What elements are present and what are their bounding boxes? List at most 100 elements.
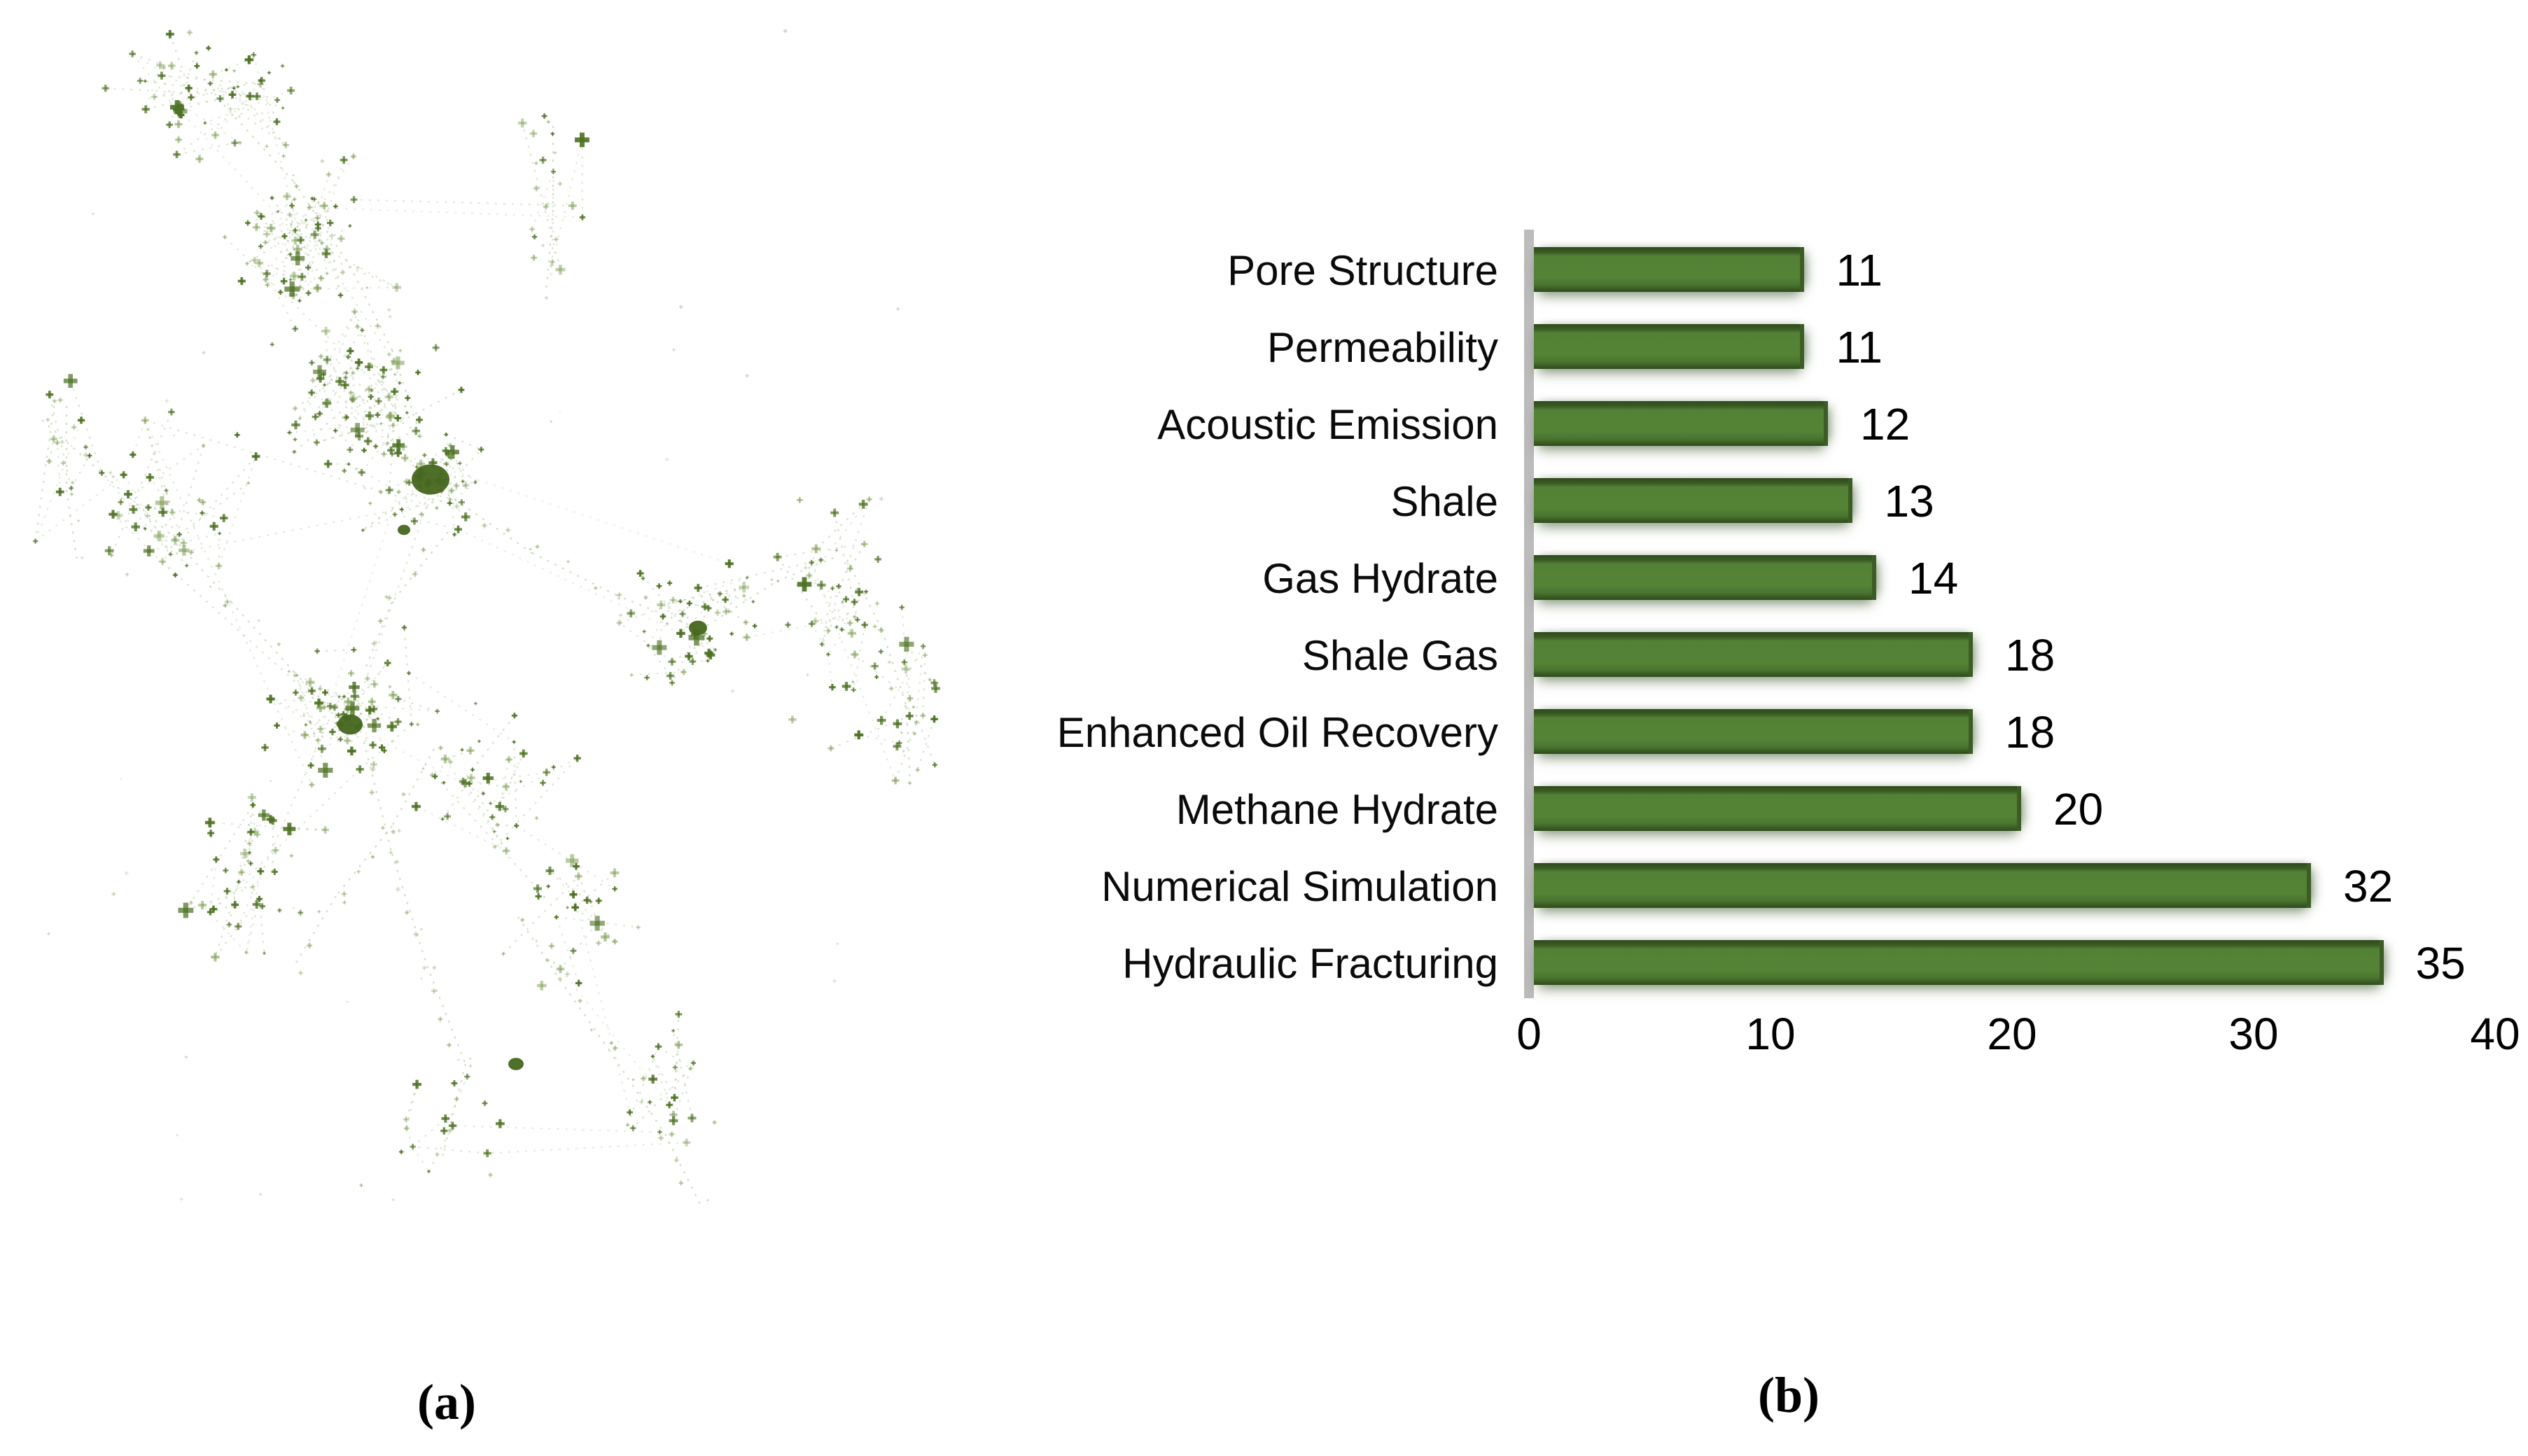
- network-node: [618, 620, 621, 626]
- network-node: [541, 244, 545, 246]
- network-node: [315, 739, 321, 741]
- x-tick-label: 0: [1516, 1009, 1542, 1059]
- network-node: [85, 452, 87, 458]
- network-node: [808, 572, 811, 579]
- network-node: [224, 234, 226, 239]
- network-node: [258, 619, 260, 622]
- network-node: [209, 80, 211, 86]
- network-node: [164, 524, 167, 526]
- network-node: [310, 687, 314, 695]
- network-edge: [132, 52, 284, 109]
- network-node: [335, 204, 337, 209]
- network-node: [254, 833, 260, 836]
- network-node: [438, 747, 443, 749]
- network-node: [258, 895, 260, 902]
- network-node: [415, 1079, 419, 1089]
- network-node: [683, 668, 685, 676]
- network-node: [147, 545, 151, 556]
- network-node: [554, 151, 556, 155]
- network-node: [708, 635, 711, 642]
- network-node: [460, 386, 463, 393]
- network-node: [276, 722, 278, 729]
- network-node: [461, 748, 463, 752]
- network-node: [533, 234, 536, 240]
- network-node: [251, 259, 258, 262]
- network-edge: [305, 724, 375, 736]
- network-node: [71, 482, 75, 484]
- network-node: [261, 903, 264, 909]
- network-node: [508, 756, 510, 763]
- network-node: [295, 184, 298, 189]
- network-edge: [405, 1084, 418, 1120]
- network-node: [299, 284, 301, 290]
- network-node: [616, 622, 622, 624]
- network-node: [545, 959, 550, 961]
- network-node: [282, 106, 284, 110]
- network-edge: [383, 382, 400, 454]
- network-node: [535, 161, 537, 165]
- network-node: [832, 586, 834, 591]
- network-node: [679, 599, 681, 603]
- network-node: [127, 490, 130, 499]
- network-node: [253, 256, 256, 264]
- network-node: [371, 741, 375, 749]
- network-node: [401, 793, 406, 795]
- network-node: [294, 420, 298, 430]
- network-node: [57, 399, 63, 401]
- network-node: [714, 648, 716, 652]
- network-node: [317, 201, 319, 204]
- network-node: [664, 458, 669, 461]
- network-node: [312, 377, 314, 384]
- network-edge: [354, 199, 573, 206]
- category-label: Shale: [1390, 478, 1498, 525]
- network-node: [295, 251, 300, 266]
- network-node: [396, 718, 400, 726]
- network-node: [328, 172, 330, 178]
- network-node: [172, 538, 178, 540]
- network-node: [373, 680, 376, 688]
- network-node: [340, 271, 346, 274]
- network-node: [685, 1138, 688, 1147]
- network-node: [649, 1100, 651, 1105]
- network-node: [719, 591, 721, 596]
- network-node: [48, 391, 51, 399]
- network-node: [144, 416, 146, 424]
- network-node: [880, 649, 882, 654]
- network-node: [534, 162, 538, 164]
- network-node: [365, 678, 370, 680]
- network-node: [868, 496, 870, 503]
- x-tick-label: 10: [1745, 1009, 1796, 1059]
- network-edge: [331, 696, 340, 732]
- network-node: [214, 953, 217, 962]
- network-edge: [909, 698, 936, 766]
- network-node: [431, 458, 435, 468]
- network-node: [492, 846, 497, 848]
- network-node: [535, 545, 540, 548]
- network-node: [179, 531, 181, 538]
- network-node: [321, 241, 323, 246]
- network-edge: [445, 758, 508, 852]
- category-label: Gas Hydrate: [1262, 555, 1498, 602]
- network-node: [631, 1125, 634, 1131]
- network-node: [279, 289, 281, 295]
- network-node: [198, 155, 201, 163]
- network-node: [292, 907, 295, 909]
- network-edge: [104, 475, 169, 533]
- network-edge: [808, 575, 853, 634]
- network-node: [302, 715, 306, 717]
- network-node: [277, 210, 279, 214]
- network-node: [575, 755, 579, 762]
- network-edge: [321, 225, 351, 244]
- network-node: [144, 105, 148, 113]
- network-node: [535, 185, 538, 192]
- category-label: Shale Gas: [1301, 632, 1498, 679]
- bar: [1534, 632, 1973, 677]
- network-node: [243, 848, 247, 859]
- network-node: [541, 156, 545, 164]
- network-node: [642, 576, 644, 581]
- network-node: [168, 121, 171, 129]
- network-node: [349, 224, 351, 228]
- network-node: [160, 71, 163, 80]
- network-node: [255, 223, 258, 232]
- network-node: [671, 596, 674, 603]
